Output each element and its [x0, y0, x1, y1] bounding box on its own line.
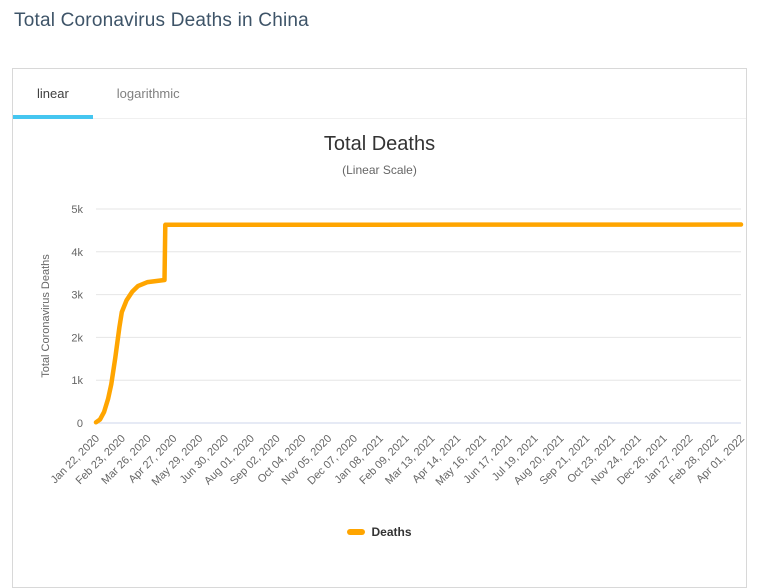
legend-line-marker [347, 529, 366, 535]
chart-panel: linear logarithmic Total Deaths (Linear … [12, 68, 747, 588]
y-tick-label: 1k [71, 375, 83, 387]
legend-item-deaths[interactable]: Deaths [13, 525, 746, 539]
tab-logarithmic[interactable]: logarithmic [93, 69, 204, 118]
legend-label: Deaths [371, 525, 412, 539]
y-tick-label: 2k [71, 332, 83, 344]
y-tick-label: 0 [77, 418, 83, 430]
y-tick-label: 3k [71, 290, 83, 302]
y-tick-label: 4k [71, 247, 83, 259]
page-title: Total Coronavirus Deaths in China [14, 10, 309, 31]
y-axis-title: Total Coronavirus Deaths [40, 254, 52, 378]
tab-linear[interactable]: linear [13, 69, 93, 119]
deaths-series-line[interactable] [93, 222, 744, 425]
chart-title: Total Deaths [323, 133, 436, 155]
tab-linear-label: linear [37, 86, 69, 101]
y-tick-label: 5k [71, 204, 83, 216]
scale-tabs: linear logarithmic [13, 69, 746, 119]
chart-area: Total Deaths (Linear Scale) 0 1k 2k 3k 4k 5k T… [13, 119, 746, 539]
tab-logarithmic-label: logarithmic [116, 86, 180, 101]
chart-subtitle: (Linear Scale) [342, 163, 417, 177]
active-tab-underline [13, 115, 93, 119]
